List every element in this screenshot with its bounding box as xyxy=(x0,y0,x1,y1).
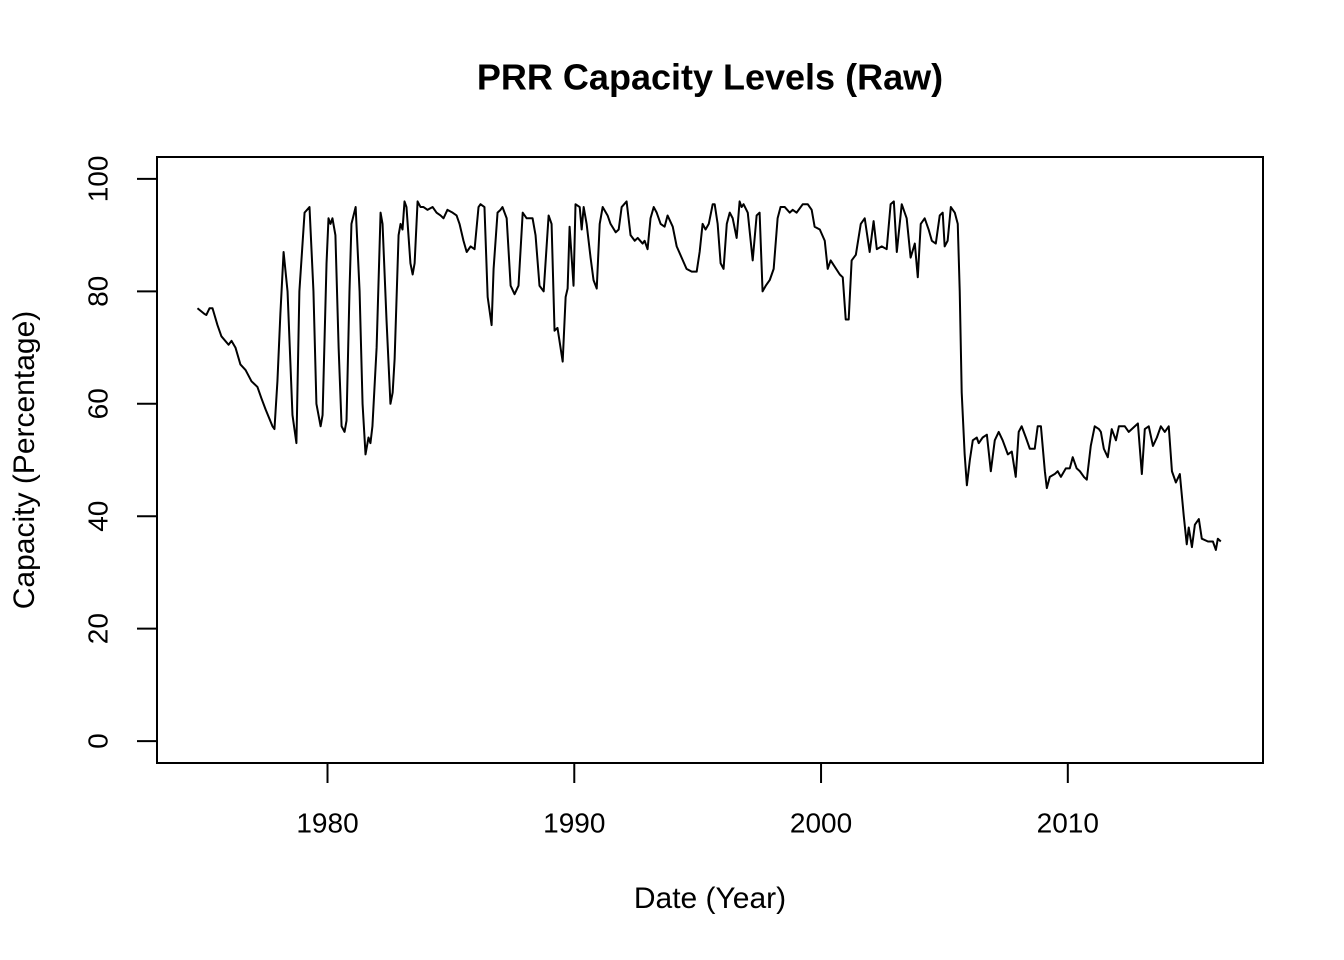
y-tick-label: 20 xyxy=(82,613,113,644)
y-tick-label: 100 xyxy=(82,156,113,203)
x-tick-label: 2010 xyxy=(1037,807,1099,838)
y-axis-label: Capacity (Percentage) xyxy=(8,311,41,609)
plot-frame xyxy=(156,156,1264,764)
y-tick-label: 40 xyxy=(82,501,113,532)
y-tick-label: 80 xyxy=(82,276,113,307)
data-line xyxy=(196,200,1222,551)
x-tick-label: 2000 xyxy=(790,807,852,838)
x-tick-label: 1990 xyxy=(543,807,605,838)
y-tick-label: 60 xyxy=(82,388,113,419)
y-tick-label: 0 xyxy=(82,733,113,749)
x-tick-label: 1980 xyxy=(296,807,358,838)
chart-title: PRR Capacity Levels (Raw) xyxy=(477,57,943,98)
x-axis-label: Date (Year) xyxy=(634,882,786,915)
